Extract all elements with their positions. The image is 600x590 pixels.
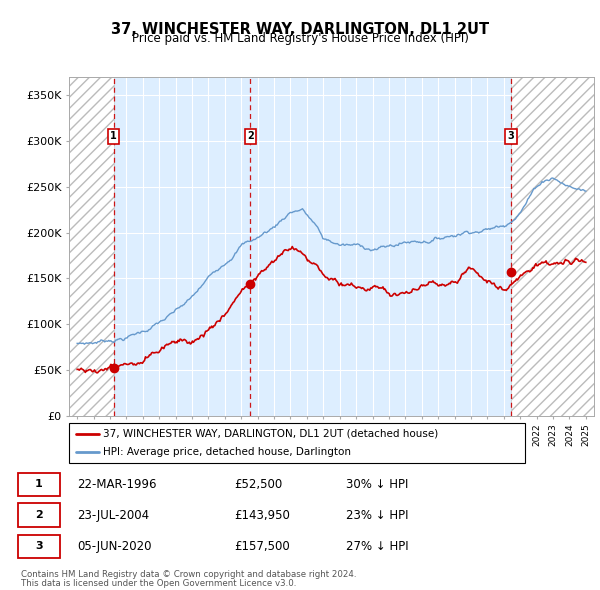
Text: 1: 1 <box>110 132 117 141</box>
Text: 27% ↓ HPI: 27% ↓ HPI <box>346 540 409 553</box>
Text: 3: 3 <box>508 132 514 141</box>
FancyBboxPatch shape <box>18 503 60 527</box>
FancyBboxPatch shape <box>18 473 60 496</box>
Bar <box>511 77 594 416</box>
Text: 3: 3 <box>35 542 43 551</box>
Text: 1: 1 <box>35 480 43 489</box>
Text: 23-JUL-2004: 23-JUL-2004 <box>77 509 149 522</box>
Text: Contains HM Land Registry data © Crown copyright and database right 2024.: Contains HM Land Registry data © Crown c… <box>21 570 356 579</box>
Text: 37, WINCHESTER WAY, DARLINGTON, DL1 2UT: 37, WINCHESTER WAY, DARLINGTON, DL1 2UT <box>111 22 489 37</box>
Text: £52,500: £52,500 <box>234 478 283 491</box>
Text: This data is licensed under the Open Government Licence v3.0.: This data is licensed under the Open Gov… <box>21 579 296 588</box>
Text: 22-MAR-1996: 22-MAR-1996 <box>77 478 157 491</box>
Text: 2: 2 <box>247 132 254 141</box>
Text: HPI: Average price, detached house, Darlington: HPI: Average price, detached house, Darl… <box>103 447 351 457</box>
Bar <box>69 77 113 416</box>
Text: 37, WINCHESTER WAY, DARLINGTON, DL1 2UT (detached house): 37, WINCHESTER WAY, DARLINGTON, DL1 2UT … <box>103 429 439 439</box>
Text: £143,950: £143,950 <box>234 509 290 522</box>
Text: 30% ↓ HPI: 30% ↓ HPI <box>346 478 409 491</box>
Text: 2: 2 <box>35 510 43 520</box>
Text: Price paid vs. HM Land Registry's House Price Index (HPI): Price paid vs. HM Land Registry's House … <box>131 32 469 45</box>
Text: £157,500: £157,500 <box>234 540 290 553</box>
Text: 23% ↓ HPI: 23% ↓ HPI <box>346 509 409 522</box>
Text: 05-JUN-2020: 05-JUN-2020 <box>77 540 152 553</box>
FancyBboxPatch shape <box>18 535 60 558</box>
